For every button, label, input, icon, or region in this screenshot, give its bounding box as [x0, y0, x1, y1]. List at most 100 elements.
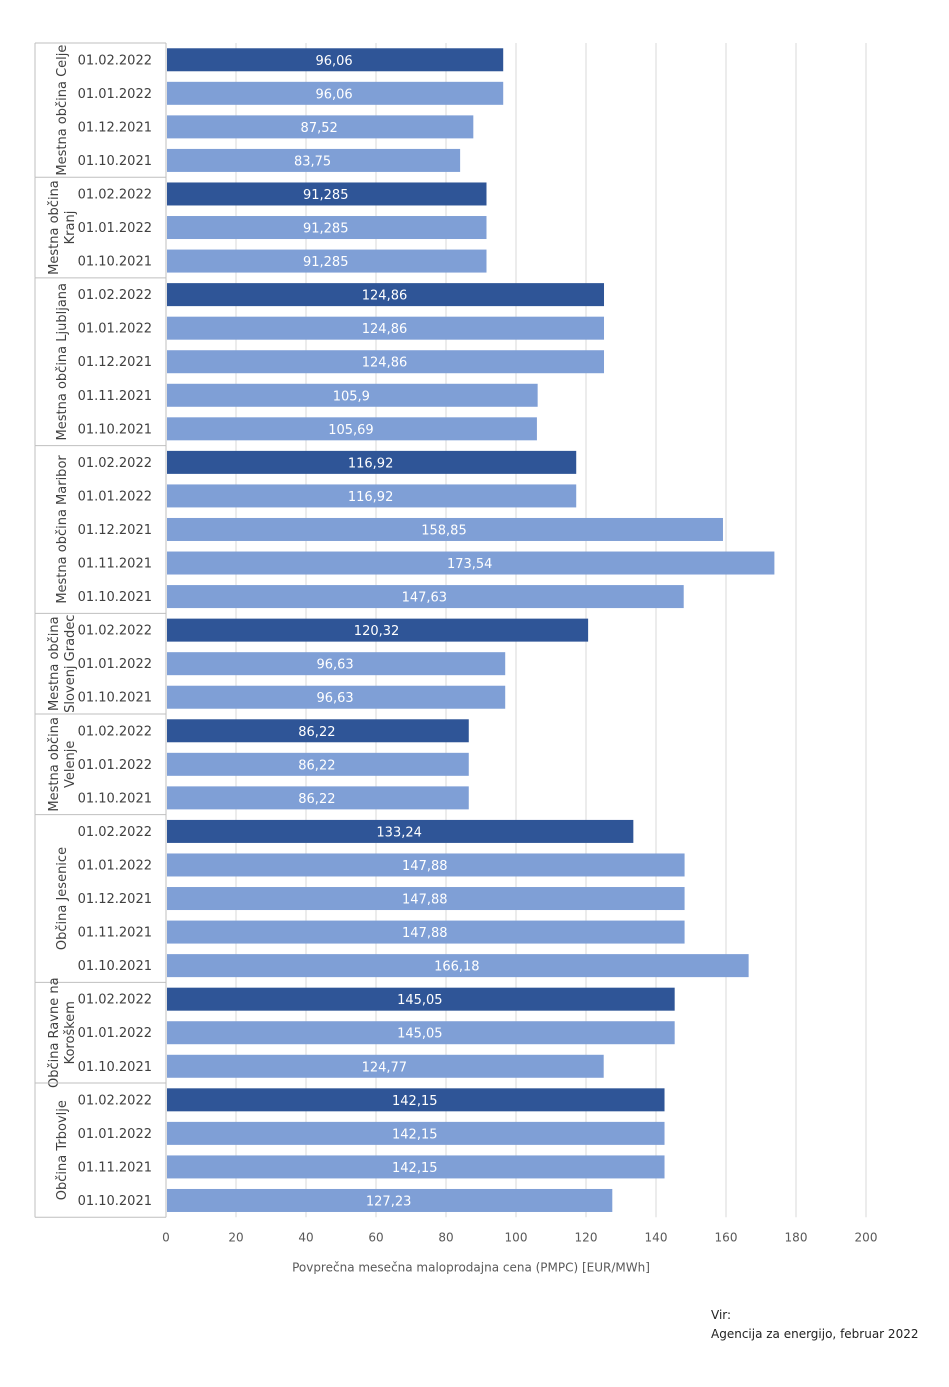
category-label: 01.01.2022: [78, 858, 152, 873]
bar: [167, 853, 685, 877]
x-tick-label: 0: [162, 1230, 170, 1244]
data-label: 116,92: [348, 490, 394, 505]
bar: [167, 786, 469, 810]
group-label: Kranj: [63, 211, 78, 245]
bar: [167, 987, 675, 1011]
data-label: 91,285: [303, 255, 349, 270]
category-label: 01.12.2021: [78, 523, 152, 538]
category-label: 01.10.2021: [78, 1060, 152, 1075]
x-tick-label: 100: [505, 1230, 528, 1244]
data-label: 124,86: [362, 356, 408, 371]
bar: [167, 752, 469, 776]
bar: [167, 81, 504, 105]
bar: [167, 450, 577, 474]
group-label: Mestna občina: [47, 180, 62, 275]
bar: [167, 350, 605, 374]
source-text: Agencija za energijo, februar 2022: [711, 1327, 919, 1341]
category-label: 01.10.2021: [78, 791, 152, 806]
group-label: Mestna občina: [47, 717, 62, 812]
category-label: 01.02.2022: [78, 624, 152, 639]
category-label: 01.01.2022: [78, 1026, 152, 1041]
x-tick-label: 40: [298, 1230, 313, 1244]
category-label: 01.11.2021: [78, 389, 152, 404]
category-label: 01.02.2022: [78, 993, 152, 1008]
data-label: 96,06: [315, 87, 352, 102]
category-label: 01.01.2022: [78, 758, 152, 773]
bar: [167, 618, 589, 642]
data-label: 147,88: [402, 893, 448, 908]
data-label: 86,22: [298, 725, 335, 740]
data-label: 86,22: [298, 758, 335, 773]
data-label: 127,23: [366, 1194, 412, 1209]
data-label: 86,22: [298, 792, 335, 807]
data-label: 145,05: [397, 993, 443, 1008]
category-label: 01.01.2022: [78, 221, 152, 236]
bar: [167, 316, 605, 340]
data-label: 145,05: [397, 1027, 443, 1042]
data-label: 83,75: [294, 154, 331, 169]
bar: [167, 685, 506, 709]
data-label: 147,88: [402, 859, 448, 874]
category-label: 01.11.2021: [78, 557, 152, 572]
category-label: 01.01.2022: [78, 657, 152, 672]
group-label: Koroškem: [63, 1001, 78, 1064]
source-label: Vir:: [711, 1308, 732, 1322]
bar: [167, 48, 504, 72]
bar: [167, 417, 537, 441]
bar: [167, 819, 634, 843]
category-label: 01.10.2021: [78, 691, 152, 706]
group-label: Mestna občina Celje: [55, 45, 70, 176]
x-tick-label: 80: [438, 1230, 453, 1244]
x-tick-label: 200: [855, 1230, 878, 1244]
category-label: 01.02.2022: [78, 288, 152, 303]
bar: [167, 1021, 675, 1045]
x-tick-label: 120: [575, 1230, 598, 1244]
category-label: 01.12.2021: [78, 355, 152, 370]
data-label: 124,77: [362, 1060, 408, 1075]
bar: [167, 585, 684, 609]
category-label: 01.10.2021: [78, 959, 152, 974]
bar: [167, 249, 487, 273]
bar: [167, 484, 577, 508]
category-label: 01.02.2022: [78, 825, 152, 840]
bar: [167, 551, 775, 575]
bar: [167, 283, 605, 307]
bar: [167, 719, 469, 743]
bar: [167, 1121, 665, 1145]
data-label: 166,18: [434, 960, 480, 975]
data-label: 173,54: [447, 557, 493, 572]
data-label: 147,88: [402, 926, 448, 941]
group-label: Občina Ravne na: [47, 977, 62, 1088]
bar-chart: 0 20 40 60 80 100 120 140 160 180 200 Povprečna mes…: [34, 42, 878, 1274]
x-tick-label: 20: [228, 1230, 243, 1244]
data-label: 116,92: [348, 456, 394, 471]
group-label: Mestna občina Ljubljana: [55, 283, 70, 440]
group-label: Slovenj Gradec: [63, 615, 78, 713]
bar: [167, 1188, 613, 1212]
category-label: 01.01.2022: [78, 1127, 152, 1142]
group-label: Mestna občina Maribor: [55, 455, 70, 604]
bar: [167, 517, 723, 541]
data-label: 96,63: [316, 658, 353, 673]
group-label: Občina Jesenice: [55, 847, 70, 950]
data-label: 142,15: [392, 1094, 438, 1109]
data-label: 96,06: [315, 54, 352, 69]
category-label: 01.12.2021: [78, 120, 152, 135]
x-tick-label: 60: [368, 1230, 383, 1244]
group-label: Mestna občina: [47, 616, 62, 711]
data-label: 105,9: [333, 389, 370, 404]
category-label: 01.01.2022: [78, 489, 152, 504]
category-label: 01.10.2021: [78, 590, 152, 605]
category-label: 01.02.2022: [78, 1093, 152, 1108]
data-label: 124,86: [362, 322, 408, 337]
category-label: 01.10.2021: [78, 422, 152, 437]
category-label: 01.11.2021: [78, 1160, 152, 1175]
group-label: Občina Trbovlje: [55, 1100, 70, 1200]
category-label: 01.02.2022: [78, 53, 152, 68]
category-label: 01.02.2022: [78, 187, 152, 202]
data-label: 120,32: [354, 624, 400, 639]
x-tick-label: 140: [645, 1230, 668, 1244]
category-label: 01.02.2022: [78, 724, 152, 739]
data-label: 147,63: [402, 591, 448, 606]
category-label: 01.02.2022: [78, 456, 152, 471]
